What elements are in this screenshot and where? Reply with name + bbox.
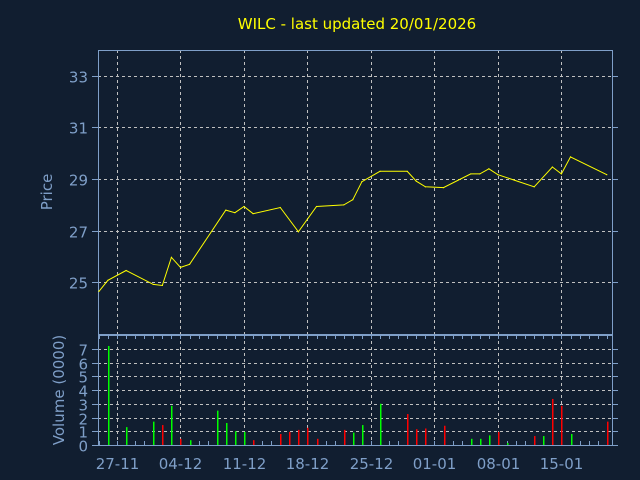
volume-bar: [126, 427, 128, 445]
price-axis-label: Price: [38, 174, 56, 211]
volume-bar: [171, 405, 173, 445]
volume-bar: [317, 438, 319, 445]
date-tick-label: 15-01: [540, 455, 584, 473]
volume-bar: [380, 403, 382, 445]
price-point: [442, 187, 445, 189]
volume-bar: [280, 434, 282, 445]
volume-axis-label: Volume (0000): [50, 335, 68, 445]
volume-bar: [507, 442, 509, 445]
price-point: [424, 186, 426, 188]
volume-bar: [407, 414, 409, 445]
volume-bar: [444, 425, 446, 445]
price-tick-label: 27: [69, 224, 88, 242]
volume-tick-label: 0: [78, 438, 88, 456]
price-point: [488, 168, 490, 170]
volume-bar: [416, 429, 418, 445]
date-tick-label: 04-12: [159, 455, 203, 473]
price-tick-label: 25: [69, 275, 88, 293]
volume-bar: [217, 410, 219, 445]
price-line: [98, 156, 608, 292]
volume-tick-label: 7: [78, 342, 88, 360]
price-point: [98, 290, 100, 292]
price-point: [479, 173, 481, 175]
date-tick-label: 08-01: [477, 455, 521, 473]
chart-title: WILC - last updated 20/01/2026: [238, 15, 476, 33]
price-point: [188, 263, 191, 265]
date-tick-label: 27-11: [96, 455, 140, 473]
volume-bar: [498, 431, 500, 445]
price-point: [551, 166, 553, 168]
volume-bar: [226, 423, 228, 445]
price-point: [170, 256, 173, 258]
price-point: [533, 186, 535, 188]
volume-bar: [307, 427, 309, 445]
volume-bar: [561, 405, 563, 445]
volume-bar: [108, 346, 110, 445]
volume-bar: [353, 432, 355, 445]
price-point: [606, 174, 608, 176]
volume-bar: [471, 438, 473, 445]
volume-bar: [153, 421, 155, 445]
volume-bar: [244, 431, 246, 445]
date-tick-label: 25-12: [350, 455, 394, 473]
volume-bar: [362, 425, 364, 445]
price-point: [234, 212, 236, 214]
date-tick-label: 01-01: [413, 455, 457, 473]
price-plot-frame: [98, 50, 613, 335]
volume-tick-label: 3: [78, 397, 88, 415]
price-tick-label: 33: [69, 69, 88, 87]
volume-bar: [344, 429, 346, 445]
volume-bar: [534, 436, 536, 445]
volume-tick-label: 2: [78, 411, 88, 429]
volume-bar: [235, 431, 237, 445]
price-point: [179, 266, 182, 268]
volume-bar: [298, 429, 300, 445]
volume-tick-label: 5: [78, 369, 88, 387]
price-point: [107, 279, 109, 281]
price-point: [297, 231, 299, 233]
date-tick-label: 11-12: [223, 455, 267, 473]
volume-bar: [543, 436, 545, 445]
price-point: [415, 180, 417, 182]
price-point: [470, 173, 472, 175]
price-point: [497, 174, 499, 176]
price-tick-label: 29: [69, 172, 88, 190]
volume-tick-label: 4: [78, 383, 88, 401]
date-tick-label: 18-12: [286, 455, 330, 473]
price-point: [569, 156, 572, 158]
volume-plot-frame: [98, 335, 613, 446]
price-point: [252, 213, 254, 215]
volume-bar: [552, 398, 554, 445]
volume-bar: [289, 431, 291, 445]
volume-bar: [607, 421, 609, 445]
price-point: [379, 170, 381, 172]
price-tick-label: 31: [69, 120, 88, 138]
volume-bar: [425, 428, 427, 445]
price-point: [315, 205, 318, 208]
price-point: [243, 205, 245, 208]
price-point: [125, 269, 127, 272]
price-point: [560, 173, 563, 175]
price-point: [343, 204, 345, 206]
volume-tick-label: 1: [78, 424, 88, 442]
price-point: [352, 199, 354, 201]
volume-bar: [571, 434, 573, 445]
volume-bar: [190, 440, 192, 445]
volume-bar: [253, 440, 255, 445]
price-point: [152, 283, 154, 286]
price-point: [361, 181, 363, 183]
volume-bar: [489, 435, 491, 445]
price-point: [161, 284, 163, 287]
volume-bar: [180, 438, 182, 445]
price-point: [279, 206, 281, 209]
price-point: [406, 170, 408, 172]
volume-bar: [480, 438, 482, 445]
volume-bar: [162, 425, 164, 445]
price-point: [225, 209, 227, 211]
volume-tick-label: 6: [78, 356, 88, 374]
